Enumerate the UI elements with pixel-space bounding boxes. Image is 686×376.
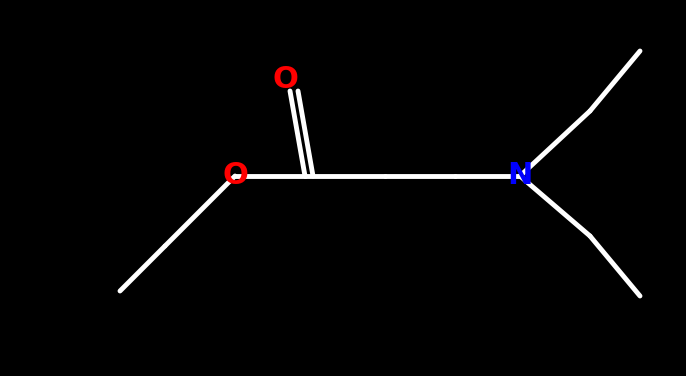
Text: N: N — [508, 162, 533, 191]
Text: O: O — [222, 162, 248, 191]
Text: O: O — [272, 65, 298, 94]
